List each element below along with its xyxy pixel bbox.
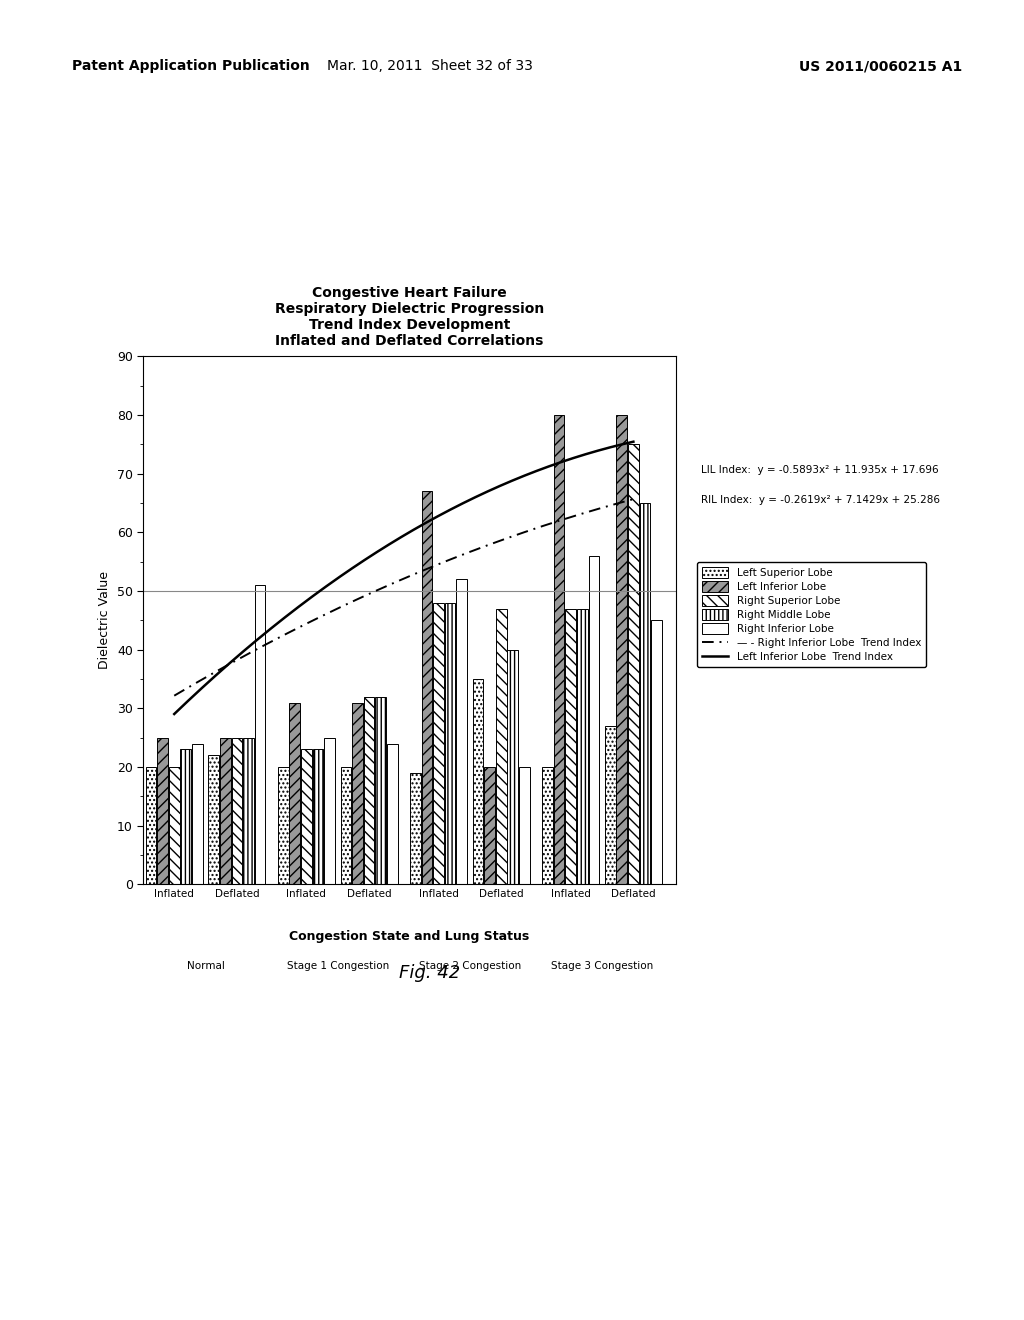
X-axis label: Congestion State and Lung Status: Congestion State and Lung Status — [290, 929, 529, 942]
Bar — [616, 414, 627, 884]
Bar — [543, 767, 553, 884]
Bar — [352, 702, 362, 884]
Bar — [519, 767, 529, 884]
Legend: Left Superior Lobe, Left Inferior Lobe, Right Superior Lobe, Right Middle Lobe, : Left Superior Lobe, Left Inferior Lobe, … — [697, 562, 926, 668]
Text: Fig. 42: Fig. 42 — [399, 964, 461, 982]
Bar — [193, 743, 203, 884]
Bar — [457, 579, 467, 884]
Bar — [209, 755, 219, 884]
Bar — [605, 726, 615, 884]
Bar — [145, 767, 157, 884]
Bar — [508, 649, 518, 884]
Text: US 2011/0060215 A1: US 2011/0060215 A1 — [799, 59, 962, 74]
Bar — [484, 767, 495, 884]
Bar — [422, 491, 432, 884]
Bar — [169, 767, 179, 884]
Bar — [255, 585, 265, 884]
Bar — [410, 774, 421, 884]
Text: Stage 1 Congestion: Stage 1 Congestion — [287, 961, 389, 970]
Bar — [341, 767, 351, 884]
Text: Patent Application Publication: Patent Application Publication — [72, 59, 309, 74]
Bar — [589, 556, 599, 884]
Bar — [554, 414, 564, 884]
Text: Mar. 10, 2011  Sheet 32 of 33: Mar. 10, 2011 Sheet 32 of 33 — [327, 59, 534, 74]
Bar — [278, 767, 289, 884]
Bar — [628, 445, 639, 884]
Text: Stage 3 Congestion: Stage 3 Congestion — [551, 961, 653, 970]
Bar — [220, 738, 230, 884]
Text: RIL Index:  y = -0.2619x² + 7.1429x + 25.286: RIL Index: y = -0.2619x² + 7.1429x + 25.… — [701, 495, 940, 506]
Y-axis label: Dielectric Value: Dielectric Value — [98, 572, 112, 669]
Text: Normal: Normal — [186, 961, 224, 970]
Bar — [364, 697, 375, 884]
Bar — [312, 750, 324, 884]
Bar — [376, 697, 386, 884]
Text: LIL Index:  y = -0.5893x² + 11.935x + 17.696: LIL Index: y = -0.5893x² + 11.935x + 17.… — [701, 465, 939, 475]
Bar — [158, 738, 168, 884]
Bar — [387, 743, 397, 884]
Bar — [496, 609, 507, 884]
Bar — [565, 609, 577, 884]
Bar — [473, 678, 483, 884]
Bar — [651, 620, 662, 884]
Text: Stage 2 Congestion: Stage 2 Congestion — [419, 961, 521, 970]
Bar — [433, 603, 443, 884]
Bar — [325, 738, 335, 884]
Bar — [640, 503, 650, 884]
Bar — [180, 750, 191, 884]
Bar — [577, 609, 588, 884]
Title: Congestive Heart Failure
Respiratory Dielectric Progression
Trend Index Developm: Congestive Heart Failure Respiratory Die… — [275, 285, 544, 348]
Bar — [231, 738, 243, 884]
Bar — [290, 702, 300, 884]
Bar — [301, 750, 311, 884]
Bar — [243, 738, 254, 884]
Bar — [444, 603, 456, 884]
